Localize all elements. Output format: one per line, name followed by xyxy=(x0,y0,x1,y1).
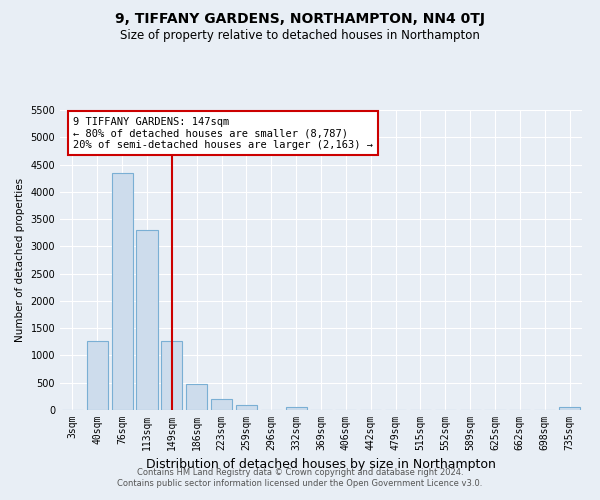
Bar xyxy=(186,384,207,410)
Text: Size of property relative to detached houses in Northampton: Size of property relative to detached ho… xyxy=(120,29,480,42)
Bar xyxy=(161,340,182,410)
Text: Contains HM Land Registry data © Crown copyright and database right 2024.
Contai: Contains HM Land Registry data © Crown c… xyxy=(118,468,482,487)
Bar xyxy=(112,172,133,410)
X-axis label: Distribution of detached houses by size in Northampton: Distribution of detached houses by size … xyxy=(146,458,496,471)
Bar xyxy=(136,230,158,410)
Bar xyxy=(236,405,257,410)
Bar xyxy=(211,398,232,410)
Text: 9, TIFFANY GARDENS, NORTHAMPTON, NN4 0TJ: 9, TIFFANY GARDENS, NORTHAMPTON, NN4 0TJ xyxy=(115,12,485,26)
Bar xyxy=(559,408,580,410)
Y-axis label: Number of detached properties: Number of detached properties xyxy=(15,178,25,342)
Text: 9 TIFFANY GARDENS: 147sqm
← 80% of detached houses are smaller (8,787)
20% of se: 9 TIFFANY GARDENS: 147sqm ← 80% of detac… xyxy=(73,116,373,150)
Bar xyxy=(286,406,307,410)
Bar xyxy=(87,340,108,410)
